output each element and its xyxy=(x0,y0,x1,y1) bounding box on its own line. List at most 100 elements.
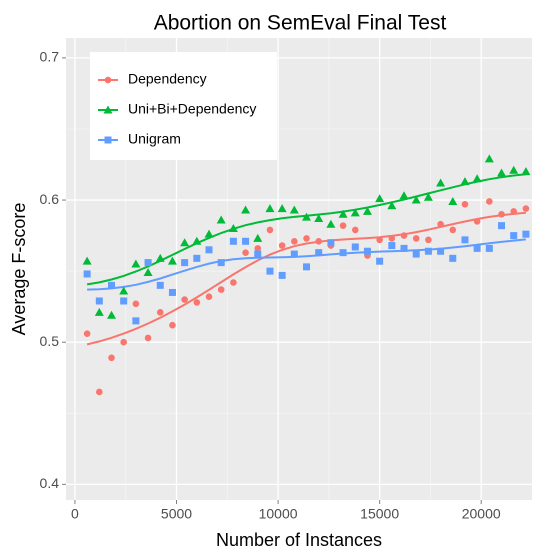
point xyxy=(216,215,226,224)
point xyxy=(315,249,323,257)
point xyxy=(448,196,458,205)
point xyxy=(278,242,286,249)
point xyxy=(95,297,103,305)
point xyxy=(181,296,188,303)
point xyxy=(484,154,494,163)
point xyxy=(192,236,202,245)
point xyxy=(266,267,274,275)
point xyxy=(485,244,493,252)
point xyxy=(144,334,152,342)
x-tick-label: 0 xyxy=(71,506,79,522)
point xyxy=(82,256,92,265)
legend-label: Dependency xyxy=(128,71,207,87)
point xyxy=(205,246,213,254)
point xyxy=(205,293,213,301)
point xyxy=(217,286,225,293)
point xyxy=(486,198,493,205)
point xyxy=(351,243,359,251)
point xyxy=(521,167,531,176)
y-tick-label: 0.6 xyxy=(40,191,60,207)
point xyxy=(242,237,250,245)
point xyxy=(265,204,275,213)
point xyxy=(400,244,408,252)
point xyxy=(473,218,481,225)
point xyxy=(461,236,469,244)
point xyxy=(156,309,164,316)
point xyxy=(291,237,298,245)
point xyxy=(498,210,505,218)
point xyxy=(399,191,409,200)
point xyxy=(411,195,421,204)
point xyxy=(131,259,141,268)
point xyxy=(449,226,457,234)
point xyxy=(376,236,383,244)
point xyxy=(522,205,530,212)
smooth-line xyxy=(87,238,526,291)
point xyxy=(497,168,507,177)
point xyxy=(424,247,432,255)
point xyxy=(132,317,140,325)
point xyxy=(303,263,311,271)
point xyxy=(437,247,445,255)
point xyxy=(94,307,104,316)
legend-marker xyxy=(104,76,112,84)
point xyxy=(437,220,444,228)
point xyxy=(229,237,237,245)
point xyxy=(326,219,336,228)
point xyxy=(388,242,396,250)
point xyxy=(108,281,116,289)
point xyxy=(277,204,287,213)
point xyxy=(242,249,249,256)
point xyxy=(132,300,140,308)
point xyxy=(156,281,164,289)
point xyxy=(436,178,446,187)
point xyxy=(266,226,274,234)
point xyxy=(314,214,324,223)
point xyxy=(303,235,310,242)
x-tick-label: 15000 xyxy=(360,506,399,522)
point xyxy=(144,259,152,267)
point xyxy=(473,244,481,252)
point xyxy=(193,299,201,306)
x-tick-label: 10000 xyxy=(259,506,298,522)
point xyxy=(241,205,251,214)
point xyxy=(423,192,433,201)
point xyxy=(461,201,469,208)
point xyxy=(449,254,457,262)
legend-marker xyxy=(104,136,112,144)
point xyxy=(193,254,201,262)
point xyxy=(362,206,372,215)
point xyxy=(315,237,323,245)
point xyxy=(169,321,176,329)
point xyxy=(290,250,298,258)
point xyxy=(120,338,127,346)
point xyxy=(350,208,360,217)
y-tick-label: 0.4 xyxy=(40,475,60,491)
legend-marker xyxy=(103,105,113,114)
point xyxy=(510,208,518,215)
point xyxy=(339,222,347,229)
point xyxy=(217,259,225,267)
point xyxy=(155,253,165,262)
point xyxy=(289,205,299,214)
y-tick-label: 0.5 xyxy=(40,333,60,349)
point xyxy=(510,232,518,240)
point xyxy=(107,310,117,319)
point xyxy=(388,235,396,242)
point xyxy=(120,297,128,305)
point xyxy=(363,247,371,255)
point xyxy=(509,165,519,174)
legend-box xyxy=(90,52,277,160)
y-axis-title: Average F-score xyxy=(9,203,29,336)
point xyxy=(338,209,348,218)
point xyxy=(83,270,91,278)
point xyxy=(83,330,91,337)
x-axis-title: Number of Instances xyxy=(216,530,382,550)
point xyxy=(230,279,237,286)
smooth-line xyxy=(86,211,526,346)
x-tick-label: 5000 xyxy=(161,506,192,522)
point xyxy=(412,235,420,242)
point xyxy=(425,236,432,244)
point xyxy=(460,177,470,186)
point xyxy=(327,239,335,247)
